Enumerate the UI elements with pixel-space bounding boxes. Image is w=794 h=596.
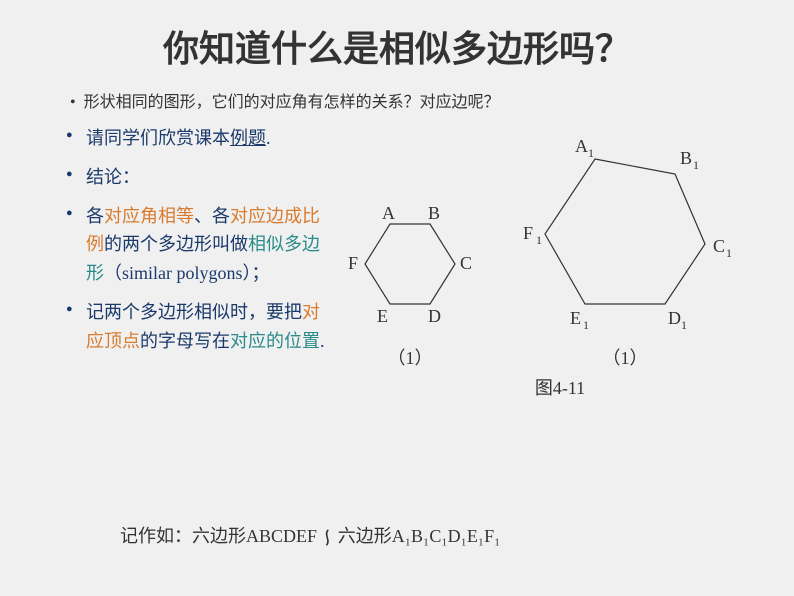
vertex-label-D1: D1: [668, 308, 687, 332]
svg-text:1: 1: [693, 158, 699, 172]
left-column: 请同学们欣赏课本例题. 结论： 各对应角相等、各对应边成比例的两个多边形叫做相似…: [30, 124, 330, 366]
vertex-label-F: F: [348, 253, 358, 273]
hexagon-figure: A B C D E F （1） A1 B1 C1 D1 E1 F1: [330, 124, 760, 434]
sub-question: 形状相同的图形，它们的对应角有怎样的关系？对应边呢？: [70, 88, 764, 112]
hexagon-small-shape: [365, 224, 455, 304]
hexagon-large-shape: [545, 159, 705, 304]
text: 、各: [194, 206, 230, 226]
vertex-label-C: C: [460, 253, 472, 273]
similar-symbol: ∽: [315, 525, 340, 547]
example-link[interactable]: 例题: [230, 128, 266, 148]
vertex-label-E1: E1: [570, 308, 589, 332]
svg-text:1: 1: [588, 146, 594, 160]
svg-text:E: E: [570, 308, 581, 328]
caption-small: （1）: [388, 348, 433, 368]
svg-text:B: B: [680, 148, 692, 168]
vertex-label-A: A: [382, 203, 395, 223]
svg-text:1: 1: [726, 246, 732, 260]
svg-text:D: D: [668, 308, 681, 328]
bullet-notation: 记两个多边形相似时，要把对应顶点的字母写在对应的位置.: [66, 298, 330, 356]
footer-notation: 记作如：六边形ABCDEF∽六边形A₁B₁C₁D₁E₁F₁: [120, 522, 500, 548]
svg-text:A: A: [575, 136, 588, 156]
vertex-label-B1: B1: [680, 148, 699, 172]
svg-text:1: 1: [536, 233, 542, 247]
hexagon-large: A1 B1 C1 D1 E1 F1 （1）: [523, 136, 732, 368]
text: 各: [86, 206, 104, 226]
svg-text:F: F: [523, 223, 533, 243]
text: （similar polygons）；: [104, 263, 270, 283]
svg-text:1: 1: [681, 318, 687, 332]
text: 请同学们欣赏课本: [86, 128, 230, 148]
vertex-label-B: B: [428, 203, 440, 223]
bullet-example: 请同学们欣赏课本例题.: [66, 124, 330, 153]
text: 记两个多边形相似时，要把: [86, 302, 302, 322]
figure-area: A B C D E F （1） A1 B1 C1 D1 E1 F1: [330, 124, 764, 439]
page-title: 你知道什么是相似多边形吗？: [30, 20, 764, 72]
body-row: 请同学们欣赏课本例题. 结论： 各对应角相等、各对应边成比例的两个多边形叫做相似…: [30, 124, 764, 439]
svg-text:C: C: [713, 236, 725, 256]
vertex-label-E: E: [377, 306, 388, 326]
slide: 你知道什么是相似多边形吗？ 形状相同的图形，它们的对应角有怎样的关系？对应边呢？…: [0, 0, 794, 596]
text: 的字母写在: [140, 331, 230, 351]
vertex-label-C1: C1: [713, 236, 732, 260]
caption-large: （1）: [603, 348, 648, 368]
vertex-label-F1: F1: [523, 223, 542, 247]
vertex-label-A1: A1: [575, 136, 594, 160]
footer-pre: 记作如：六边形ABCDEF: [120, 526, 317, 546]
svg-text:1: 1: [583, 318, 589, 332]
highlight-position: 对应的位置: [230, 331, 320, 351]
highlight-angles: 对应角相等: [104, 206, 194, 226]
text: .: [266, 128, 271, 148]
vertex-label-D: D: [428, 306, 441, 326]
bullet-conclusion: 结论：: [66, 163, 330, 192]
text: 的两个多边形叫做: [104, 234, 248, 254]
footer-post: 六边形A₁B₁C₁D₁E₁F₁: [338, 526, 501, 546]
bullet-definition: 各对应角相等、各对应边成比例的两个多边形叫做相似多边形（similar poly…: [66, 202, 330, 288]
text: .: [320, 331, 325, 351]
hexagon-small: A B C D E F （1）: [348, 203, 472, 368]
figure-label: 图4-11: [535, 378, 585, 398]
